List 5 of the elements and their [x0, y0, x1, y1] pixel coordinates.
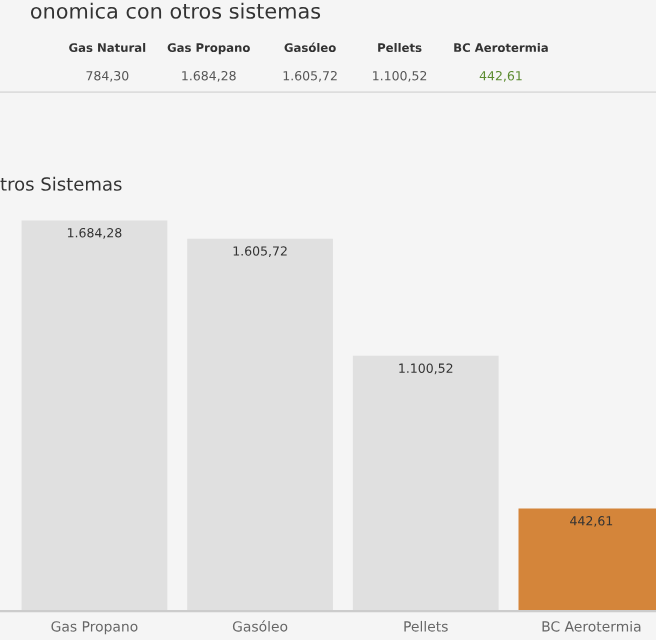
bar: [187, 238, 333, 612]
chart-title: tros Sistemas: [0, 176, 122, 191]
bar: [352, 355, 499, 612]
text: onomica con otros sistemas: [30, 2, 321, 19]
bar: [21, 220, 168, 612]
